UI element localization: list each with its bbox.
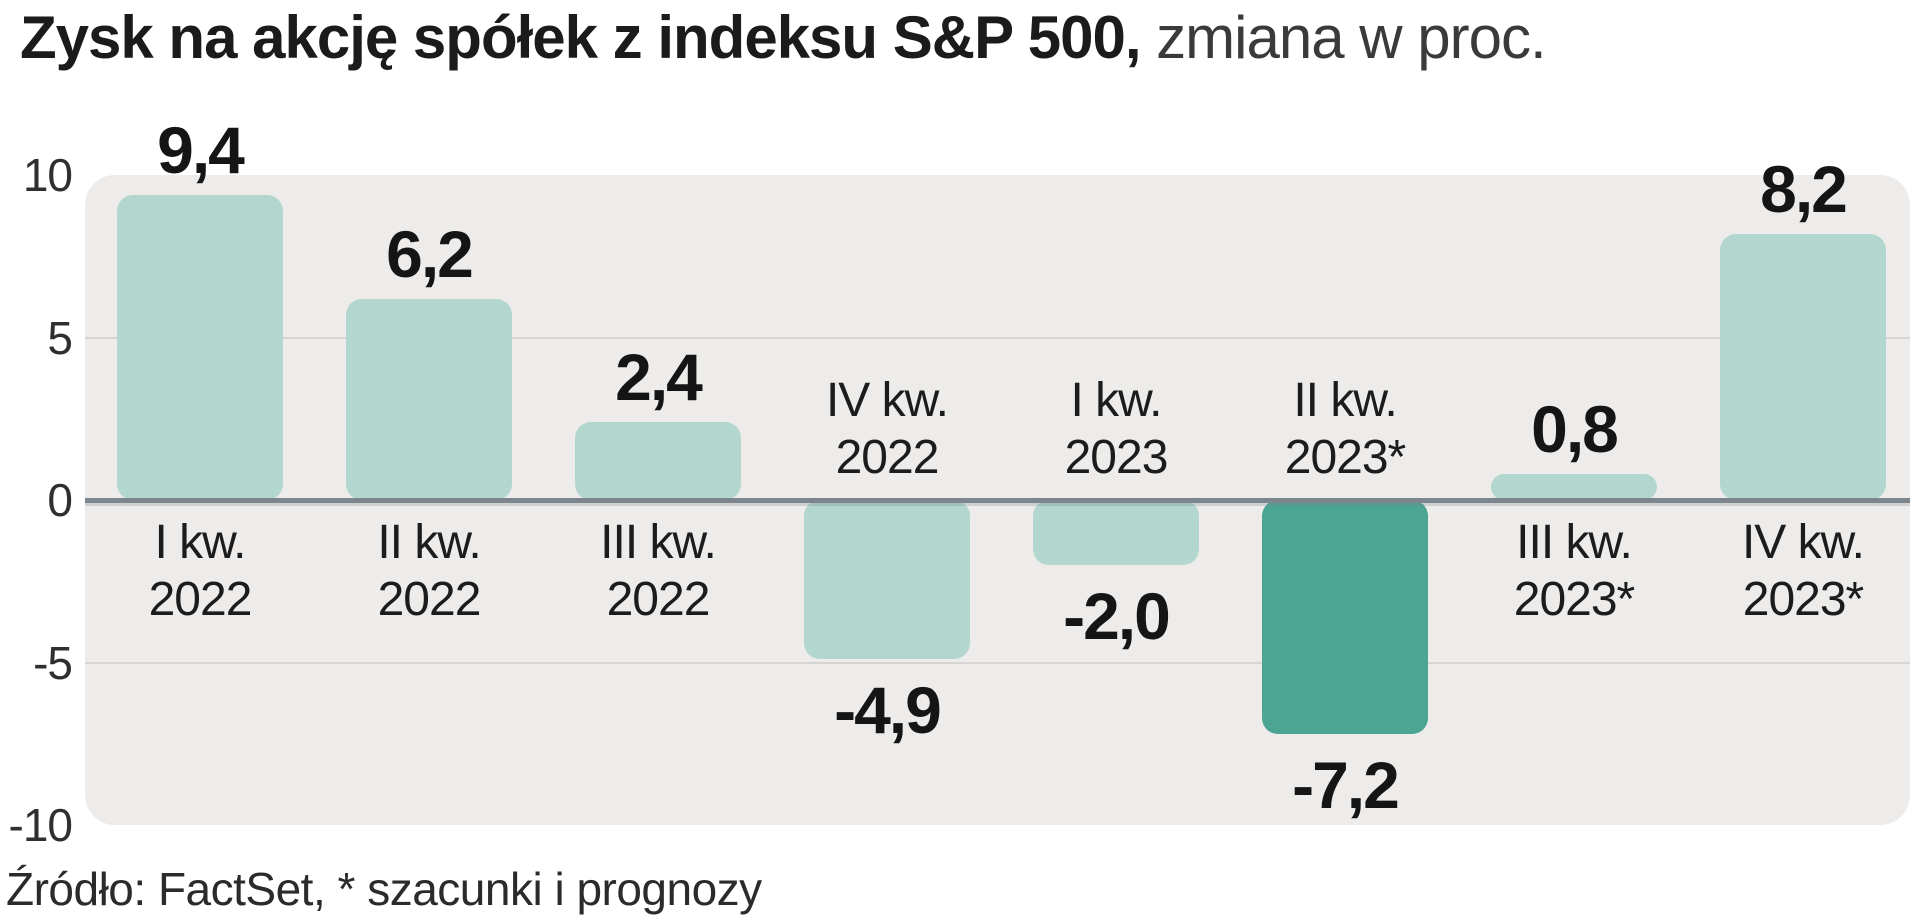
bar <box>575 422 741 500</box>
bar-category-line1: III kw. <box>600 516 717 569</box>
bar-category-line2: 2023* <box>1742 573 1864 626</box>
bar <box>1262 500 1428 734</box>
y-axis-tick-label: 0 <box>47 474 73 526</box>
bar-category-line1: IV kw. <box>1741 516 1865 569</box>
y-axis-tick-label: 5 <box>47 311 73 364</box>
bar-value-label: 2,4 <box>615 340 703 414</box>
bar <box>1720 233 1886 500</box>
bar-category-label: II kw. 2023* <box>1195 372 1495 486</box>
bar-category-label: I kw. 2023 <box>966 372 1266 486</box>
bar-category-label: III kw. 2022 <box>508 514 808 628</box>
y-axis-tick-label: 10 <box>22 149 73 201</box>
bar-category-line1: I kw. <box>1070 374 1162 427</box>
chart-title-subtitle: zmiana w proc. <box>1140 4 1547 71</box>
bar <box>1491 474 1657 500</box>
y-axis-tick-label: -5 <box>33 636 73 689</box>
bar-category-line2: 2023* <box>1284 431 1406 484</box>
bar-category-line2: 2022 <box>148 573 253 626</box>
bar-value-label: -7,2 <box>1292 748 1400 822</box>
bar <box>346 298 512 500</box>
bar-category-line2: 2023* <box>1513 573 1635 626</box>
bar <box>804 500 970 660</box>
bar-value-label: 9,4 <box>157 112 245 187</box>
bar-value-label: -2,0 <box>1063 579 1171 653</box>
bar <box>117 194 283 500</box>
bar-category-line1: II kw. <box>377 516 481 569</box>
bar-category-label: II kw. 2022 <box>279 514 579 628</box>
source-note: Źródło: FactSet, * szacunki i prognozy <box>6 863 762 915</box>
bar-value-label: 0,8 <box>1531 392 1619 466</box>
bar-category-label: III kw. 2023* <box>1424 514 1724 628</box>
gridline <box>85 661 1910 664</box>
chart-title-bold: Zysk na akcję spółek z indeksu S&P 500, <box>20 4 1141 71</box>
bar-value-label: -4,9 <box>834 673 942 748</box>
bar-category-line2: 2022 <box>606 573 711 626</box>
zero-axis-line <box>85 498 1910 503</box>
y-axis-tick-label: -10 <box>8 799 73 851</box>
bar-category-line1: IV kw. <box>825 374 949 427</box>
bar-category-line1: III kw. <box>1516 516 1633 569</box>
bar-value-label: 8,2 <box>1760 151 1848 226</box>
bar-value-label: 6,2 <box>386 216 474 291</box>
bar-category-line2: 2022 <box>377 573 482 626</box>
bar <box>1033 500 1199 565</box>
bar-category-label: IV kw. 2023* <box>1653 514 1920 628</box>
chart-title: Zysk na akcję spółek z indeksu S&P 500, … <box>20 4 1547 72</box>
plot-area: 9,4 I kw. 2022 6,2 II kw. 2022 2,4 III kw. 2022-… <box>85 117 1910 825</box>
bar-category-label: IV kw. 2022 <box>737 372 1037 486</box>
bar-category-label: I kw. 2022 <box>50 514 350 628</box>
bar-category-line2: 2022 <box>835 431 940 484</box>
bar-category-line2: 2023 <box>1064 431 1169 484</box>
gridline <box>85 336 1910 339</box>
bar-category-line1: II kw. <box>1293 374 1397 427</box>
bar-category-line1: I kw. <box>154 516 246 569</box>
